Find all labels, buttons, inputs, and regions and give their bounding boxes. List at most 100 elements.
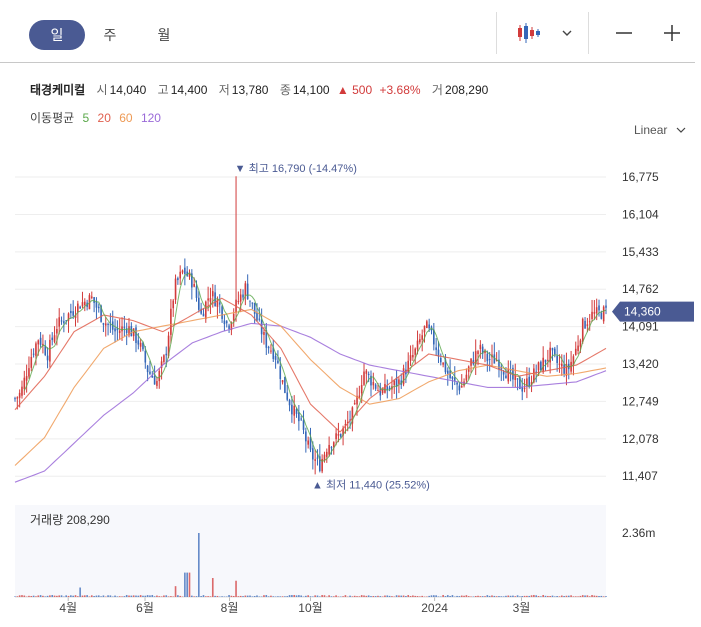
volume-bar xyxy=(198,533,200,597)
volume-bar xyxy=(328,595,330,597)
candle-body xyxy=(342,428,344,436)
tab-weekly[interactable]: 주 xyxy=(103,27,117,43)
price-chart[interactable]: 16,775 16,104 15,433 14,762 14,091 13,420 12,7… xyxy=(0,140,701,627)
candle-body xyxy=(502,371,505,375)
volume-bar xyxy=(214,595,216,597)
candle-body xyxy=(398,379,400,384)
volume-bar xyxy=(360,595,363,597)
volume-bar xyxy=(235,580,237,597)
volume-bar xyxy=(419,596,421,597)
candle xyxy=(325,448,328,463)
candle xyxy=(598,299,600,317)
candle-body xyxy=(351,407,354,424)
candle-body xyxy=(498,359,500,370)
candle-body xyxy=(95,301,98,308)
volume-bar xyxy=(232,595,235,597)
candle xyxy=(574,341,577,356)
candle xyxy=(581,317,584,344)
candle-body xyxy=(588,321,591,323)
candle-body xyxy=(51,337,54,341)
candle-body xyxy=(442,362,444,365)
candle xyxy=(435,338,437,356)
volume-bar xyxy=(97,595,100,597)
volume-bar xyxy=(44,596,47,597)
candle xyxy=(500,363,503,382)
candle-body xyxy=(377,390,379,392)
candle-body xyxy=(28,368,30,377)
candle-body xyxy=(149,371,151,374)
candle-body xyxy=(83,301,86,306)
volume-bar xyxy=(239,595,242,597)
candle-body xyxy=(277,360,279,363)
candlestick-icon xyxy=(518,23,540,43)
scale-label: Linear xyxy=(634,123,668,137)
volume-bar xyxy=(151,595,154,597)
volume-bar xyxy=(228,594,230,597)
candle-body xyxy=(542,357,544,373)
volume-bar xyxy=(442,594,444,597)
volume-bar xyxy=(474,595,477,597)
volume-bar xyxy=(265,595,268,597)
candle-body xyxy=(18,392,21,398)
volume-bar xyxy=(93,596,95,597)
volume-bar xyxy=(421,595,423,597)
candle xyxy=(563,354,565,378)
candle xyxy=(586,317,589,333)
candle-body xyxy=(456,382,458,385)
candle-body xyxy=(146,365,149,373)
candle xyxy=(484,348,486,363)
volume-bar xyxy=(258,596,261,597)
scale-selector[interactable]: Linear xyxy=(634,123,686,137)
candle xyxy=(25,364,28,393)
candle xyxy=(398,377,400,394)
candle-body xyxy=(249,300,251,302)
chevron-down-icon xyxy=(676,127,686,133)
candle xyxy=(293,395,296,424)
candle xyxy=(426,319,428,329)
tab-monthly[interactable]: 월 xyxy=(157,27,171,43)
volume-bar xyxy=(500,596,503,597)
zoom-in-button[interactable] xyxy=(652,16,692,50)
candle-body xyxy=(465,374,468,381)
volume-bar xyxy=(402,595,405,597)
candle-body xyxy=(593,312,596,314)
volume-bar xyxy=(260,596,263,597)
tab-daily[interactable]: 일 xyxy=(29,20,85,50)
volume-bar xyxy=(132,595,135,597)
volume-bar xyxy=(530,595,533,597)
candle-body xyxy=(537,362,540,371)
volume-bar xyxy=(549,596,551,597)
volume-bar xyxy=(467,596,470,597)
candle xyxy=(465,368,468,383)
candle-body xyxy=(360,385,363,394)
candle-body xyxy=(56,328,58,334)
volume-bar xyxy=(540,596,542,597)
volume-bar xyxy=(537,596,540,597)
volume-bar xyxy=(316,595,319,597)
candle xyxy=(446,367,449,386)
volume-bar xyxy=(116,596,119,597)
candle xyxy=(116,320,119,341)
candle-body xyxy=(211,291,214,297)
y-tick-label: 15,433 xyxy=(622,245,659,259)
candle xyxy=(337,422,340,443)
zoom-out-button[interactable] xyxy=(604,16,644,50)
candle-body xyxy=(286,392,289,400)
candle-body xyxy=(477,351,479,354)
toolbar-divider xyxy=(496,12,497,54)
volume-bar xyxy=(398,595,400,597)
stock-name: 태경케미컬 xyxy=(30,83,86,97)
volume-bar xyxy=(502,596,505,597)
candle-body xyxy=(130,326,133,337)
volume-bar xyxy=(211,578,214,597)
candle-body xyxy=(263,331,265,335)
chart-type-dropdown[interactable] xyxy=(550,16,584,50)
candle xyxy=(191,269,193,300)
candle xyxy=(53,326,56,344)
candle xyxy=(530,375,533,393)
chart-type-button[interactable] xyxy=(508,16,548,50)
candle-body xyxy=(530,382,533,386)
candle xyxy=(540,360,542,372)
candle xyxy=(372,372,375,390)
volume-bar xyxy=(405,596,407,597)
